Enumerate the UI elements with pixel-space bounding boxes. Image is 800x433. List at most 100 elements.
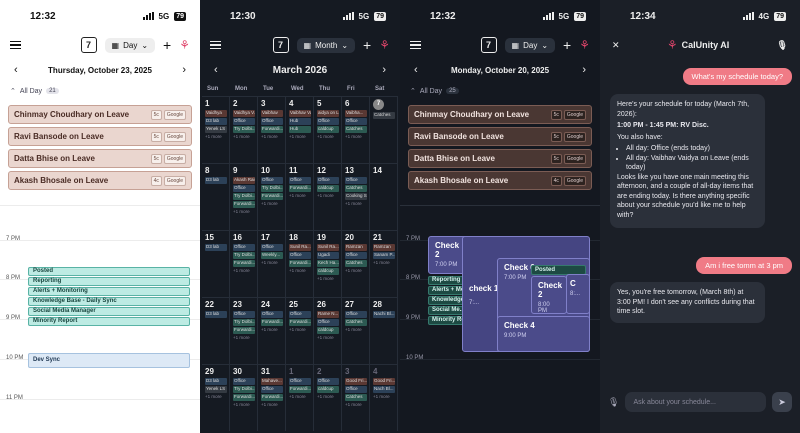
- month-event[interactable]: Forwardi...: [233, 260, 255, 267]
- day-cell[interactable]: 3 Vaibhav Office Forwardi... +1 more: [258, 96, 286, 163]
- day-cell[interactable]: 18 Sunil Ra... Office Forwardi... +1 more: [286, 230, 314, 297]
- add-event-button[interactable]: +: [163, 37, 172, 53]
- month-event[interactable]: Office: [345, 386, 367, 393]
- month-event[interactable]: Office: [233, 378, 255, 385]
- month-event[interactable]: Office: [261, 386, 283, 393]
- month-event[interactable]: Ramzan: [373, 244, 395, 251]
- month-event[interactable]: Office: [233, 311, 255, 318]
- more-link[interactable]: +1 more: [289, 394, 306, 399]
- more-link[interactable]: +1 more: [261, 201, 278, 206]
- month-event[interactable]: Good Fri...: [373, 378, 395, 385]
- allday-toggle[interactable]: ⌃ All Day 25: [400, 82, 600, 100]
- month-event[interactable]: D3 lab: [205, 311, 227, 318]
- month-event[interactable]: Mahave...: [261, 378, 283, 385]
- next-day-icon[interactable]: ›: [582, 64, 586, 76]
- day-cell[interactable]: 25 Office Forwardi... +1 more: [286, 297, 314, 364]
- more-link[interactable]: +1 more: [205, 134, 222, 139]
- day-cell[interactable]: 26 Rame N... Office caldcup +1 more: [314, 297, 342, 364]
- check-event[interactable]: C 8:...: [566, 274, 590, 314]
- month-event[interactable]: Nachi Bl...: [373, 311, 395, 318]
- leave-event[interactable]: Ravi Bansode on Leave 5c Google: [8, 127, 192, 146]
- month-event[interactable]: Forwardi...: [261, 319, 283, 326]
- day-cell[interactable]: 15 D3 lab: [202, 230, 230, 297]
- day-cell[interactable]: 31 Mahave... Office Forwardi... +1 more: [258, 364, 286, 431]
- month-event[interactable]: caldcup: [317, 126, 339, 133]
- month-event[interactable]: Catches: [345, 394, 367, 401]
- more-link[interactable]: +1 more: [289, 327, 306, 332]
- month-event[interactable]: Vaibhav Vaidya: [289, 110, 311, 117]
- event-block[interactable]: Social Media Manager: [28, 307, 190, 316]
- day-cell[interactable]: 3 Good Fri... Office Catches +1 more: [342, 364, 370, 431]
- event-block[interactable]: Posted: [28, 267, 190, 276]
- month-event[interactable]: Forwardi...: [289, 260, 311, 267]
- day-cell[interactable]: 16 Office Try Dolbi... Forwardi... +1 more: [230, 230, 258, 297]
- next-month-icon[interactable]: ›: [382, 64, 386, 76]
- menu-icon[interactable]: [210, 40, 221, 50]
- month-event[interactable]: Ramzan: [345, 244, 367, 251]
- day-cell[interactable]: 23 Office Try Dolbi... Forwardi... +1 more: [230, 297, 258, 364]
- leave-event[interactable]: Ravi Bansode on Leave 5c Google: [408, 127, 592, 146]
- day-cell[interactable]: 21 Ramzan Sanam P... +1 more: [370, 230, 398, 297]
- more-link[interactable]: +1 more: [317, 193, 334, 198]
- prev-day-icon[interactable]: ‹: [414, 64, 418, 76]
- day-cell[interactable]: 1 Office Forwardi... +1 more: [286, 364, 314, 431]
- month-event[interactable]: Office: [317, 378, 339, 385]
- month-event[interactable]: Catches: [373, 112, 395, 119]
- day-cell[interactable]: 4 Good Fri... Nach Bl... +1 more: [370, 364, 398, 431]
- month-event[interactable]: Office: [345, 177, 367, 184]
- month-event[interactable]: Akash Raisar on...: [233, 177, 255, 184]
- more-link[interactable]: +1 more: [233, 209, 250, 214]
- more-link[interactable]: +1 more: [373, 260, 390, 265]
- voice-icon[interactable]: 🎙: [608, 396, 620, 407]
- month-event[interactable]: Vaibhav: [261, 110, 283, 117]
- month-event[interactable]: aidya on Leave: [317, 110, 339, 117]
- month-event[interactable]: Try Dolbi...: [233, 126, 255, 133]
- day-cell[interactable]: 30 Office Try Dolbi... Forwardi... +1 more: [230, 364, 258, 431]
- check-event[interactable]: Check 2 8:00 PM: [531, 276, 567, 314]
- month-event[interactable]: Office: [317, 118, 339, 125]
- month-event[interactable]: Office: [261, 244, 283, 251]
- day-cell[interactable]: 22 D3 lab: [202, 297, 230, 364]
- today-button[interactable]: 7: [272, 37, 289, 53]
- more-link[interactable]: +1 more: [345, 268, 362, 273]
- month-event[interactable]: Sunil Ra...: [289, 244, 311, 251]
- day-cell[interactable]: 10 Office Try Dolbi... Forwardi... +1 more: [258, 163, 286, 230]
- month-event[interactable]: Office: [289, 378, 311, 385]
- month-event[interactable]: Office: [289, 311, 311, 318]
- month-event[interactable]: Forwardi...: [233, 394, 255, 401]
- event-block[interactable]: Posted: [531, 265, 586, 275]
- leave-event[interactable]: Chinmay Choudhary on Leave 5c Google: [8, 105, 192, 124]
- month-event[interactable]: Try Dolbi...: [233, 319, 255, 326]
- more-link[interactable]: +1 more: [317, 394, 334, 399]
- month-event[interactable]: caldcup: [317, 386, 339, 393]
- month-event[interactable]: Forwardi...: [261, 126, 283, 133]
- month-event[interactable]: Catches: [345, 260, 367, 267]
- month-event[interactable]: Hub: [289, 126, 311, 133]
- month-event[interactable]: Forwardi...: [261, 394, 283, 401]
- day-cell[interactable]: 12 Office caldcup +1 more: [314, 163, 342, 230]
- more-link[interactable]: +1 more: [261, 260, 278, 265]
- month-event[interactable]: Vaidhya V...: [233, 110, 255, 117]
- today-button[interactable]: 7: [480, 37, 497, 53]
- month-event[interactable]: Good Fri...: [345, 378, 367, 385]
- more-link[interactable]: +1 more: [317, 276, 334, 281]
- month-event[interactable]: D3 lab: [205, 244, 227, 251]
- month-event[interactable]: D3 lab: [205, 177, 227, 184]
- month-event[interactable]: Try Dolbi...: [261, 185, 283, 192]
- app-logo-icon[interactable]: ⚘: [379, 38, 390, 52]
- more-link[interactable]: +1 more: [233, 402, 250, 407]
- month-event[interactable]: caldcup: [317, 185, 339, 192]
- month-event[interactable]: Rame N...: [317, 311, 339, 318]
- more-link[interactable]: +1 more: [289, 268, 306, 273]
- add-event-button[interactable]: +: [363, 37, 372, 53]
- month-event[interactable]: Forwardi...: [289, 319, 311, 326]
- app-logo-icon[interactable]: ⚘: [579, 38, 590, 52]
- more-link[interactable]: +1 more: [345, 402, 362, 407]
- month-event[interactable]: Catches: [345, 319, 367, 326]
- month-event[interactable]: Kech Ha...: [317, 260, 339, 267]
- month-event[interactable]: Catches: [345, 126, 367, 133]
- month-event[interactable]: Vaidhya: [205, 110, 227, 117]
- day-cell[interactable]: 11 Office Forwardi... +1 more: [286, 163, 314, 230]
